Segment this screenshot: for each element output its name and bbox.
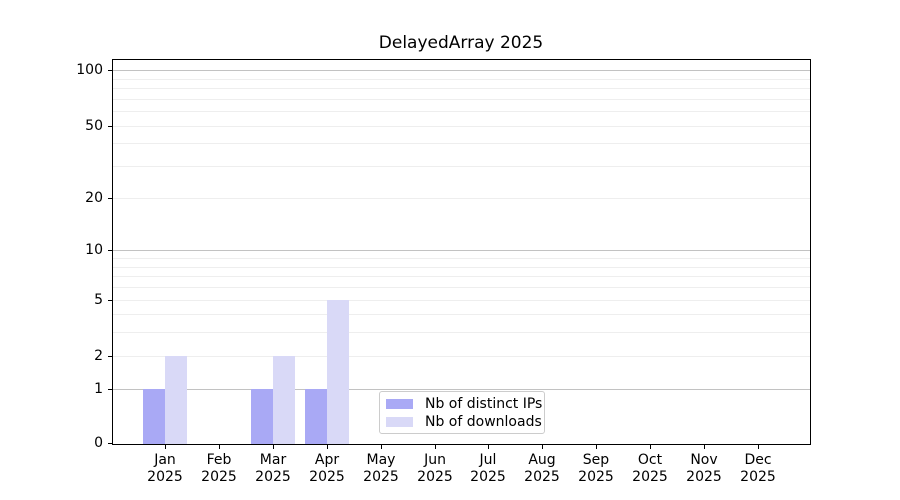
legend-swatch-distinct-ips <box>386 398 413 409</box>
bar-distinct-ips <box>251 389 273 444</box>
x-tick-label: Jan 2025 <box>147 452 183 485</box>
y-tick-mark <box>108 126 112 127</box>
legend-entry-distinct-ips: Nb of distinct IPs <box>386 395 542 412</box>
y-tick-mark <box>108 300 112 301</box>
x-tick-mark <box>488 445 489 449</box>
y-tick-label: 0 <box>94 435 103 451</box>
chart-title: DelayedArray 2025 <box>378 33 544 53</box>
legend-entry-downloads: Nb of downloads <box>386 413 542 430</box>
x-tick-mark <box>165 445 166 449</box>
y-tick-label: 5 <box>94 292 103 308</box>
x-tick-label: Mar 2025 <box>255 452 291 485</box>
gridline-minor <box>113 166 810 167</box>
y-tick-mark <box>108 356 112 357</box>
bar-distinct-ips <box>305 389 327 444</box>
x-tick-mark <box>650 445 651 449</box>
y-tick-mark <box>108 198 112 199</box>
x-tick-label: Oct 2025 <box>632 452 668 485</box>
gridline-minor <box>113 287 810 288</box>
x-tick-mark <box>219 445 220 449</box>
x-tick-mark <box>758 445 759 449</box>
legend-label-downloads: Nb of downloads <box>425 413 542 430</box>
x-tick-label: Feb 2025 <box>201 452 237 485</box>
y-tick-mark <box>108 443 112 444</box>
legend-label-distinct-ips: Nb of distinct IPs <box>425 395 543 412</box>
gridline-minor <box>113 267 810 268</box>
gridline-minor <box>113 143 810 144</box>
gridline-minor <box>113 79 810 80</box>
bar-downloads <box>165 356 187 444</box>
bar-distinct-ips <box>143 389 165 444</box>
gridline-minor <box>113 258 810 259</box>
y-tick-mark <box>108 70 112 71</box>
y-tick-label: 20 <box>85 190 103 206</box>
x-tick-mark <box>542 445 543 449</box>
gridline-major <box>113 70 810 71</box>
gridline-minor <box>113 99 810 100</box>
y-tick-label: 2 <box>94 348 103 364</box>
x-tick-mark <box>435 445 436 449</box>
plot-area-border <box>112 59 811 445</box>
gridline-minor <box>113 300 810 301</box>
gridline-minor <box>113 88 810 89</box>
gridline-major <box>113 389 810 390</box>
gridline-minor <box>113 198 810 199</box>
y-tick-mark <box>108 250 112 251</box>
bar-downloads <box>273 356 295 444</box>
legend: Nb of distinct IPs Nb of downloads <box>379 391 545 434</box>
gridline-minor <box>113 314 810 315</box>
legend-swatch-downloads <box>386 416 413 427</box>
x-tick-label: Dec 2025 <box>740 452 776 485</box>
x-tick-label: Aug 2025 <box>524 452 560 485</box>
x-tick-mark <box>704 445 705 449</box>
x-tick-label: Jul 2025 <box>470 452 506 485</box>
x-tick-label: Sep 2025 <box>578 452 614 485</box>
y-tick-label: 1 <box>94 381 103 397</box>
gridline-minor <box>113 111 810 112</box>
x-tick-label: Apr 2025 <box>309 452 345 485</box>
x-tick-mark <box>596 445 597 449</box>
gridline-minor <box>113 276 810 277</box>
y-tick-label: 100 <box>76 62 103 78</box>
gridline-major <box>113 250 810 251</box>
x-tick-label: May 2025 <box>363 452 399 485</box>
x-tick-mark <box>381 445 382 449</box>
x-tick-mark <box>327 445 328 449</box>
gridline-minor <box>113 332 810 333</box>
gridline-minor <box>113 126 810 127</box>
x-tick-label: Jun 2025 <box>417 452 453 485</box>
y-tick-label: 10 <box>85 242 103 258</box>
y-tick-mark <box>108 389 112 390</box>
x-tick-label: Nov 2025 <box>686 452 722 485</box>
y-tick-label: 50 <box>85 118 103 134</box>
x-tick-mark <box>273 445 274 449</box>
gridline-minor <box>113 356 810 357</box>
bar-downloads <box>327 300 349 444</box>
